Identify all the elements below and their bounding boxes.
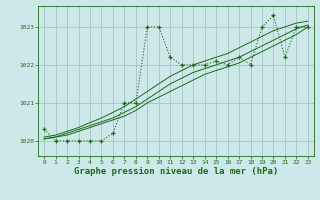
X-axis label: Graphe pression niveau de la mer (hPa): Graphe pression niveau de la mer (hPa) [74,167,278,176]
